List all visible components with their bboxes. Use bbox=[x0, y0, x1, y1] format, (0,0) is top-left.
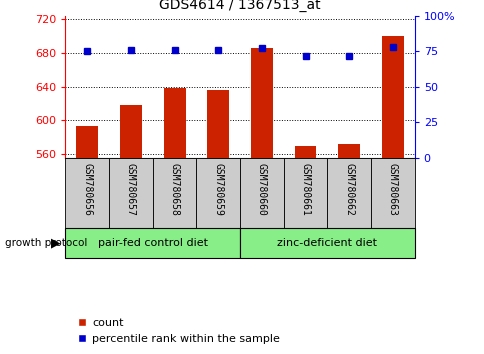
Bar bbox=[65, 158, 109, 228]
Text: GSM780662: GSM780662 bbox=[344, 163, 353, 216]
Text: GSM780661: GSM780661 bbox=[300, 163, 310, 216]
Bar bbox=[283, 158, 327, 228]
Bar bbox=[240, 158, 283, 228]
Bar bbox=[196, 158, 240, 228]
Bar bbox=[109, 158, 152, 228]
Text: pair-fed control diet: pair-fed control diet bbox=[98, 238, 207, 249]
Text: GSM780659: GSM780659 bbox=[213, 163, 223, 216]
Bar bbox=[370, 158, 414, 228]
Bar bbox=[120, 105, 141, 158]
Text: GSM780657: GSM780657 bbox=[126, 163, 136, 216]
Bar bbox=[163, 88, 185, 158]
Bar bbox=[381, 36, 403, 158]
Text: growth protocol: growth protocol bbox=[5, 238, 87, 249]
Bar bbox=[76, 126, 98, 158]
Text: GSM780663: GSM780663 bbox=[387, 163, 397, 216]
Bar bbox=[207, 90, 228, 158]
Text: GSM780656: GSM780656 bbox=[82, 163, 92, 216]
Bar bbox=[337, 144, 359, 158]
Title: GDS4614 / 1367513_at: GDS4614 / 1367513_at bbox=[159, 0, 320, 12]
Legend: count, percentile rank within the sample: count, percentile rank within the sample bbox=[73, 314, 284, 348]
Bar bbox=[251, 48, 272, 158]
Text: ▶: ▶ bbox=[51, 237, 60, 250]
Text: GSM780660: GSM780660 bbox=[257, 163, 266, 216]
Bar bbox=[240, 228, 414, 258]
Text: zinc-deficient diet: zinc-deficient diet bbox=[277, 238, 377, 249]
Text: GSM780658: GSM780658 bbox=[169, 163, 179, 216]
Bar bbox=[152, 158, 196, 228]
Bar bbox=[327, 158, 370, 228]
Bar bbox=[65, 228, 240, 258]
Bar bbox=[294, 146, 316, 158]
